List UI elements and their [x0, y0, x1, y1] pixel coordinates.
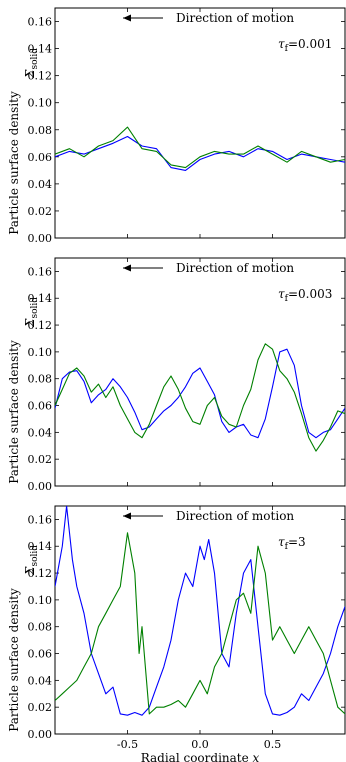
tau-sub: f — [285, 44, 289, 54]
y-tick-label: 0.04 — [28, 426, 53, 439]
y-tick-label: 0.10 — [28, 594, 53, 607]
y-tick-label: 0.14 — [28, 292, 53, 305]
y-axis-symbol-main: Σ — [23, 566, 37, 576]
y-axis-symbol-sub: solid — [30, 297, 40, 319]
y-axis-symbol-main: Σ — [23, 318, 37, 328]
y-tick-label: 0.12 — [28, 70, 53, 83]
y-tick-label: 0.14 — [28, 540, 53, 553]
y-tick-label: 0.00 — [28, 480, 53, 493]
panel-bottom: 0.00 0.02 0.04 0.06 0.08 0.10 0.12 0.14 0.16 -0.5… — [7, 505, 346, 762]
x-tick-label: -0.5 — [117, 738, 138, 751]
y-tick-label: 0.02 — [28, 453, 53, 466]
y-tick-label: 0.04 — [28, 674, 53, 687]
tau-label: τf=0.001 — [278, 37, 332, 54]
y-tick-label: 0.08 — [28, 373, 53, 386]
y-tick-label: 0.16 — [28, 16, 53, 29]
y-tick-label: 0.02 — [28, 701, 53, 714]
y-tick-label: 0.00 — [28, 232, 53, 245]
series-line-2 — [55, 532, 345, 715]
y-tick-label: 0.04 — [28, 178, 53, 191]
series-line-1 — [55, 506, 345, 716]
tau-label: τf=0.003 — [278, 287, 332, 304]
tau-symbol: τ — [278, 535, 285, 549]
x-tick-label: 0.5 — [264, 738, 282, 751]
series-line-2 — [55, 126, 345, 169]
y-tick-label: 0.06 — [28, 151, 53, 164]
y-axis-symbol: Σsolid — [23, 545, 40, 576]
motion-arrow-head — [123, 512, 131, 520]
series-line-1 — [55, 348, 345, 439]
y-tick-label: 0.08 — [28, 124, 53, 137]
tau-sub: f — [285, 542, 289, 552]
y-tick-label: 0.10 — [28, 346, 53, 359]
y-axis-symbol-main: Σ — [23, 69, 37, 79]
y-tick-label: 0.02 — [28, 205, 53, 218]
tau-symbol: τ — [278, 287, 285, 301]
y-axis-symbol: Σsolid — [23, 48, 40, 79]
y-tick-label: 0.16 — [28, 265, 53, 278]
y-tick-label: 0.10 — [28, 97, 53, 110]
y-tick-label: 0.06 — [28, 400, 53, 413]
y-axis-label: Particle surface density — [7, 588, 21, 732]
tau-label: τf=3 — [278, 535, 306, 552]
y-axis-symbol-sub: solid — [30, 48, 40, 70]
y-tick-label: 0.00 — [28, 728, 53, 741]
motion-arrow-head — [123, 264, 131, 272]
series-line-1 — [55, 135, 345, 171]
y-axis-label: Particle surface density — [7, 340, 21, 484]
direction-annotation: Direction of motion — [176, 261, 294, 275]
y-tick-label: 0.16 — [28, 513, 53, 526]
panel-middle: 0.00 0.02 0.04 0.06 0.08 0.10 0.12 0.14 0.16 Part… — [7, 257, 346, 493]
x-tick-label: 0.0 — [191, 738, 209, 751]
motion-arrow-head — [123, 14, 131, 22]
x-axis-label-var: x — [253, 751, 260, 762]
y-axis-symbol-sub: solid — [30, 545, 40, 567]
y-tick-label: 0.08 — [28, 621, 53, 634]
tau-sub: f — [285, 294, 289, 304]
series-line-2 — [55, 343, 345, 452]
y-tick-label: 0.06 — [28, 648, 53, 661]
x-axis-label-main: Radial coordinate — [141, 751, 253, 762]
tau-value: =3 — [288, 535, 306, 549]
y-tick-label: 0.12 — [28, 319, 53, 332]
y-tick-label: 0.14 — [28, 43, 53, 56]
tau-value: =0.003 — [288, 287, 332, 301]
panel-top: 0.00 0.02 0.04 0.06 0.08 0.10 0.12 0.14 0.16 Part… — [7, 7, 346, 245]
y-tick-label: 0.12 — [28, 567, 53, 580]
x-axis-label: Radial coordinate x — [141, 751, 260, 762]
direction-annotation: Direction of motion — [176, 11, 294, 25]
tau-value: =0.001 — [288, 37, 332, 51]
y-axis-symbol: Σsolid — [23, 297, 40, 328]
tau-symbol: τ — [278, 37, 285, 51]
direction-annotation: Direction of motion — [176, 509, 294, 523]
y-axis-label: Particle surface density — [7, 91, 21, 235]
